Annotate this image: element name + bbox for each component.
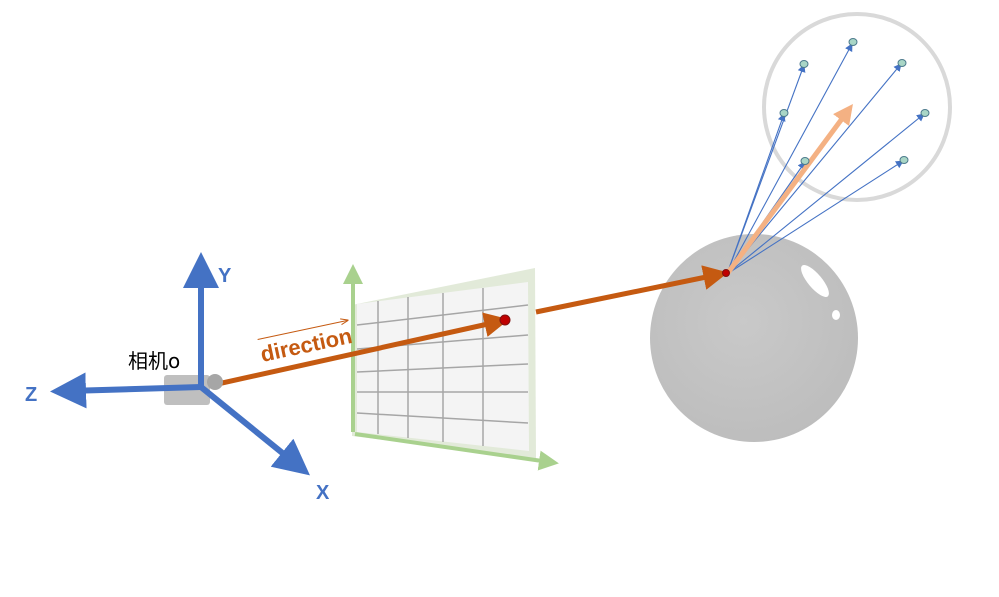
direction-vector-overline [257, 320, 348, 340]
sample-point [899, 156, 909, 164]
sample-ray [726, 160, 904, 275]
surface-normal-arrow [724, 103, 853, 276]
sample-ray [726, 113, 925, 275]
direction-label: direction [258, 323, 354, 367]
primary-ray-segment-2 [535, 265, 729, 315]
sphere-highlight-large [801, 265, 829, 297]
sample-ray [726, 113, 786, 275]
primary-ray-segment-1 [203, 312, 510, 390]
sample-point [800, 157, 810, 165]
sphere [650, 234, 858, 442]
image-plane-gridlines [356, 288, 529, 446]
sample-ray [726, 43, 853, 275]
camera-label: 相机o [128, 349, 180, 373]
pixel-hit-point [499, 314, 511, 326]
sample-point [897, 59, 907, 67]
sample-point [920, 109, 930, 117]
x-axis-arrow [199, 384, 310, 476]
z-axis-arrow [50, 372, 202, 409]
sphere-highlight-small [832, 310, 840, 320]
sample-point [779, 109, 789, 117]
sphere-hit-point [722, 269, 730, 277]
camera-axes [50, 252, 310, 476]
z-axis-label: Z [25, 384, 37, 406]
sample-points [779, 38, 930, 165]
y-axis-label: Y [218, 265, 232, 287]
sample-point [848, 38, 858, 46]
image-plane-horizontal-axis [354, 432, 559, 471]
x-axis-label: X [316, 482, 330, 504]
sample-point [799, 60, 809, 68]
direction-label-group: direction [257, 320, 354, 367]
image-plane [343, 264, 559, 471]
